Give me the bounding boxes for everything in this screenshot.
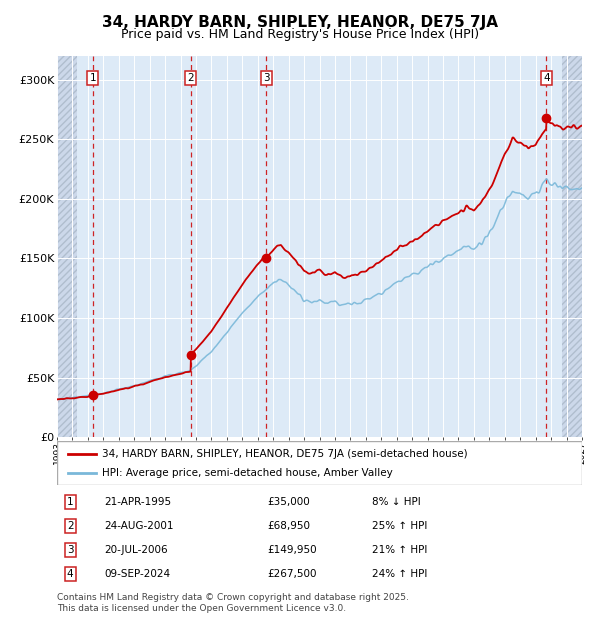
Text: £149,950: £149,950 [267, 545, 317, 555]
Text: 24-AUG-2001: 24-AUG-2001 [104, 521, 174, 531]
Text: 1: 1 [67, 497, 73, 507]
Text: £267,500: £267,500 [267, 569, 317, 579]
Text: 21-APR-1995: 21-APR-1995 [104, 497, 172, 507]
Bar [57, 56, 77, 437]
Bar [562, 56, 582, 437]
Text: 21% ↑ HPI: 21% ↑ HPI [372, 545, 427, 555]
Text: 1: 1 [89, 73, 96, 83]
Text: 3: 3 [263, 73, 269, 83]
Text: Contains HM Land Registry data © Crown copyright and database right 2025.
This d: Contains HM Land Registry data © Crown c… [57, 593, 409, 613]
Text: £68,950: £68,950 [267, 521, 310, 531]
Text: 34, HARDY BARN, SHIPLEY, HEANOR, DE75 7JA: 34, HARDY BARN, SHIPLEY, HEANOR, DE75 7J… [102, 16, 498, 30]
Text: HPI: Average price, semi-detached house, Amber Valley: HPI: Average price, semi-detached house,… [101, 468, 392, 478]
Text: £35,000: £35,000 [267, 497, 310, 507]
Text: 3: 3 [67, 545, 73, 555]
Text: 09-SEP-2024: 09-SEP-2024 [104, 569, 170, 579]
Text: 2: 2 [67, 521, 73, 531]
Text: 34, HARDY BARN, SHIPLEY, HEANOR, DE75 7JA (semi-detached house): 34, HARDY BARN, SHIPLEY, HEANOR, DE75 7J… [101, 449, 467, 459]
Text: 25% ↑ HPI: 25% ↑ HPI [372, 521, 427, 531]
Text: 2: 2 [187, 73, 194, 83]
Text: 20-JUL-2006: 20-JUL-2006 [104, 545, 168, 555]
Text: 4: 4 [543, 73, 550, 83]
Text: 24% ↑ HPI: 24% ↑ HPI [372, 569, 427, 579]
Text: 8% ↓ HPI: 8% ↓ HPI [372, 497, 421, 507]
Text: 4: 4 [67, 569, 73, 579]
Text: Price paid vs. HM Land Registry's House Price Index (HPI): Price paid vs. HM Land Registry's House … [121, 28, 479, 41]
